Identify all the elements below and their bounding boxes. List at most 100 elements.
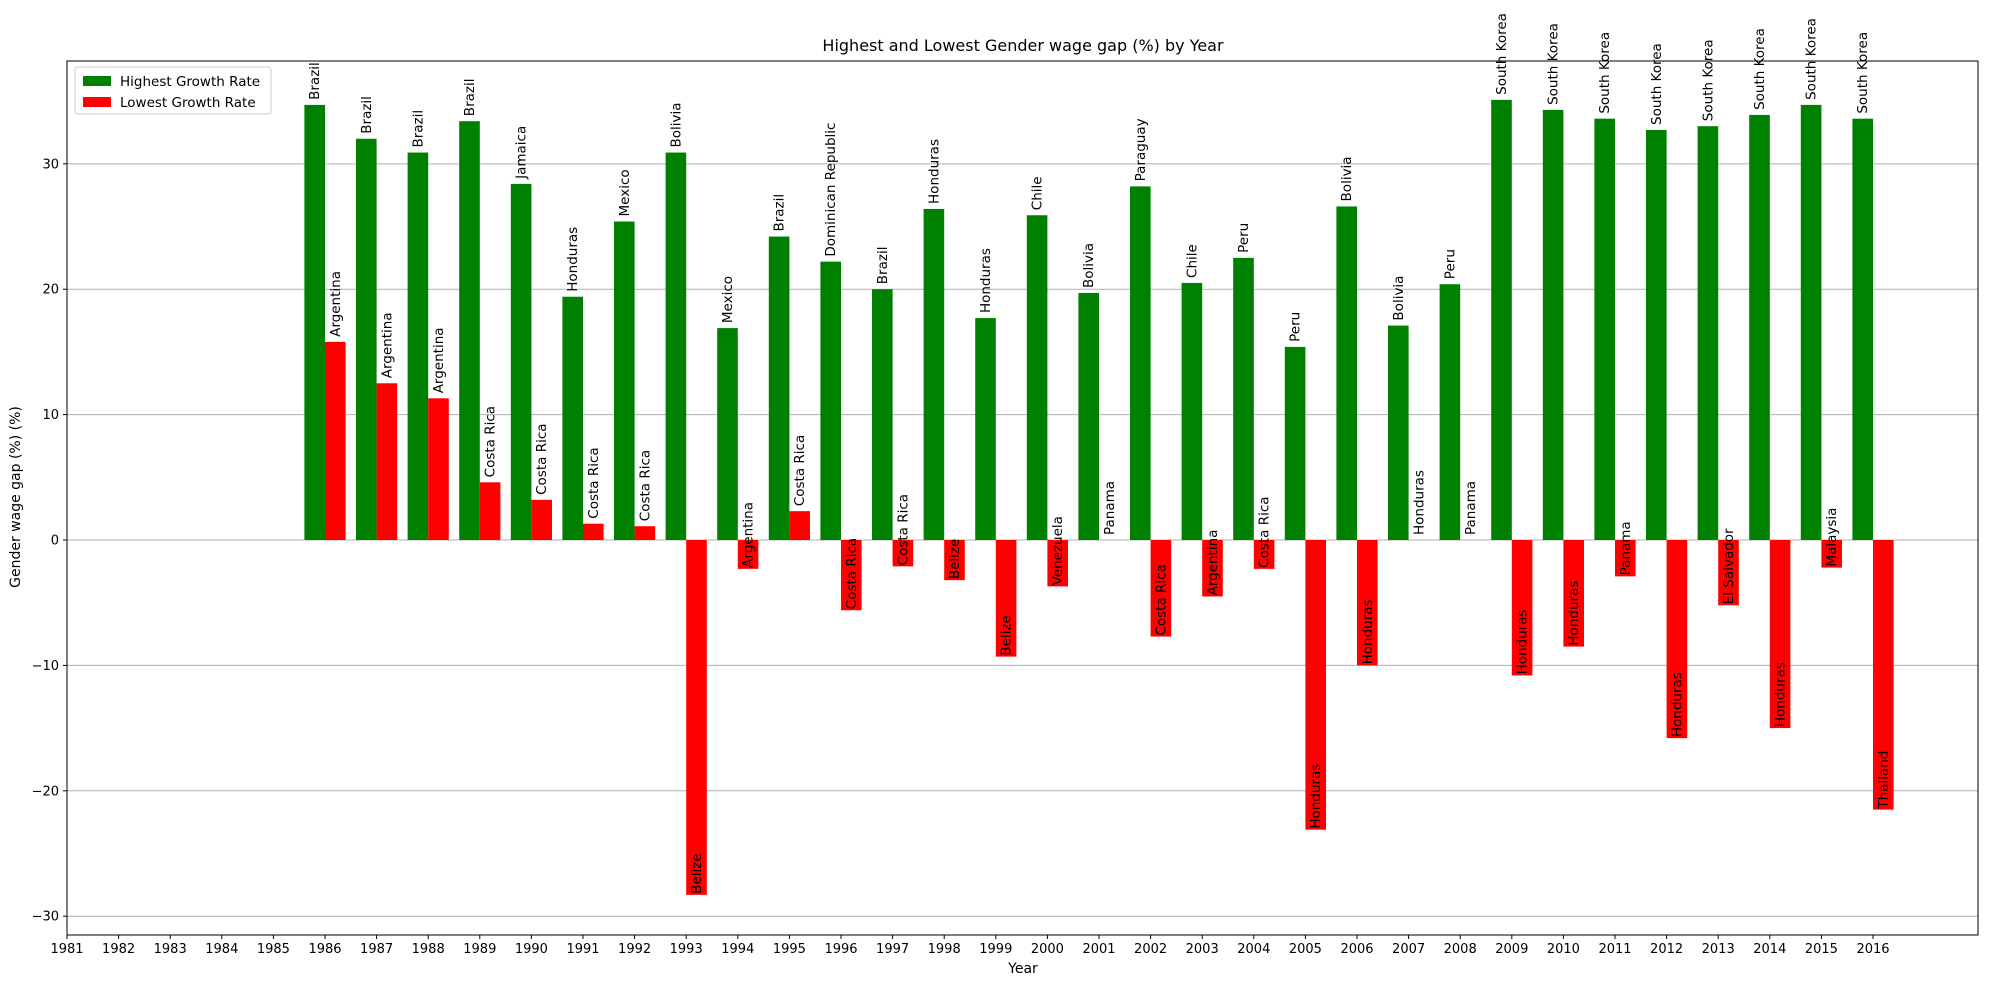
axes: −30 −20 −10 0 10 20 30 1981 1982 1983 1984 1985 1986… (32, 60, 1979, 957)
highest-bar-label: South Korea (1752, 28, 1768, 110)
lowest-bar-label: Costa Rica (586, 447, 602, 518)
x-tick-label: 1986 (308, 942, 341, 957)
highest-bar-label: South Korea (1494, 13, 1510, 95)
x-tick-label: 2011 (1598, 942, 1631, 957)
highest-bar-label: Peru (1288, 312, 1304, 342)
highest-bar-label: South Korea (1597, 32, 1613, 114)
x-tick-label: 1997 (876, 942, 909, 957)
highest-bar-label: Brazil (875, 247, 891, 285)
highest-bar (820, 261, 841, 541)
highest-bar (1439, 284, 1461, 541)
lowest-bar-label: Argentina (431, 327, 447, 393)
highest-bar (872, 289, 893, 541)
lowest-bar-label: Belize (689, 853, 705, 893)
highest-bar-label: Brazil (307, 62, 323, 100)
lowest-bar-label: Costa Rica (1153, 564, 1169, 635)
lowest-bar (1305, 540, 1326, 830)
highest-bar-label: South Korea (1855, 32, 1871, 114)
highest-bar-label: Honduras (565, 227, 581, 292)
lowest-bar (1615, 540, 1636, 577)
bars (304, 99, 1894, 895)
lowest-bar-label: El Salvador (1721, 528, 1737, 604)
lowest-bar-label: Belize (947, 539, 963, 579)
highest-bar-label: Jamaica (514, 126, 530, 180)
lowest-bar-label: Costa Rica (844, 538, 860, 609)
x-tick-label: 1987 (360, 942, 393, 957)
x-tick-label: 2000 (1031, 942, 1064, 957)
highest-bar-label: South Korea (1546, 23, 1562, 105)
x-tick-label: 1983 (154, 942, 187, 957)
legend-box (74, 66, 272, 115)
lowest-bar (1202, 540, 1223, 597)
highest-bar (459, 121, 480, 541)
x-tick-label: 1999 (979, 942, 1012, 957)
highest-bar (1284, 346, 1306, 541)
x-tick-label: 1995 (773, 942, 806, 957)
highest-bar-label: Brazil (772, 194, 788, 232)
x-tick-label: 1990 (515, 942, 548, 957)
lowest-bar-label: Belize (999, 615, 1015, 655)
legend-swatch (83, 97, 111, 107)
highest-bar (1646, 129, 1667, 541)
lowest-bar (428, 398, 449, 541)
highest-bar (356, 138, 377, 541)
highest-bar (1026, 215, 1048, 541)
highest-bar (1336, 206, 1357, 541)
highest-bar-label: Dominican Republic (823, 123, 839, 257)
highest-bar-label: South Korea (1700, 39, 1716, 121)
highest-bar-label: Mexico (720, 276, 736, 323)
lowest-bar (1253, 540, 1275, 569)
x-tick-label: 2001 (1082, 942, 1115, 957)
highest-bar (1852, 118, 1873, 541)
y-axis-label: Gender wage gap (%) (%) (8, 406, 24, 588)
x-tick-label: 2012 (1650, 942, 1683, 957)
highest-bar-label: Brazil (462, 79, 478, 117)
lowest-bar (1769, 540, 1791, 729)
x-tick-label: 1992 (618, 942, 651, 957)
highest-bar (614, 221, 635, 541)
highest-bar (1491, 99, 1512, 541)
lowest-bar (1357, 540, 1378, 666)
lowest-bar-label: Panama (1463, 481, 1479, 535)
lowest-bar (1718, 540, 1739, 606)
lowest-bar (944, 540, 965, 581)
highest-bar (1388, 325, 1409, 541)
highest-bar-label: Honduras (926, 139, 942, 204)
lowest-bar (1821, 540, 1842, 568)
x-tick-label: 2004 (1237, 942, 1270, 957)
lowest-bar (634, 526, 656, 541)
y-tick-label: −30 (32, 910, 59, 925)
highest-bar (1181, 282, 1203, 541)
highest-bar-label: Bolivia (1081, 243, 1097, 288)
lowest-bar-label: Costa Rica (534, 423, 550, 494)
y-tick-label: 0 (51, 534, 59, 549)
lowest-bar (1563, 540, 1584, 647)
highest-bar-label: Chile (1030, 176, 1046, 210)
y-tick-label: −10 (32, 659, 59, 674)
highest-bar-label: Bolivia (1391, 276, 1407, 321)
lowest-bar-label: Costa Rica (792, 435, 808, 506)
highest-bar (562, 296, 583, 541)
highest-bar (407, 152, 429, 541)
gridlines (67, 163, 1978, 917)
lowest-bar (737, 540, 759, 569)
lowest-bar (995, 540, 1017, 657)
highest-bar (1233, 257, 1254, 541)
highest-bar (1542, 109, 1564, 541)
highest-bar (923, 208, 945, 541)
highest-bar-label: Brazil (410, 110, 426, 148)
highest-bar-label: Honduras (978, 248, 994, 313)
lowest-bar (1047, 540, 1068, 587)
lowest-bar-label: Costa Rica (1257, 496, 1273, 567)
highest-bar (975, 318, 996, 541)
lowest-bar-label: Honduras (1669, 672, 1685, 737)
lowest-bar-label: Costa Rica (895, 494, 911, 565)
lowest-bar-label: Venezuela (1050, 516, 1066, 585)
lowest-bar-label: Argentina (741, 502, 757, 568)
x-tick-label: 1984 (205, 942, 238, 957)
x-tick-label: 1996 (824, 942, 857, 957)
y-tick-label: 10 (42, 408, 59, 423)
highest-bar-label: Mexico (617, 169, 633, 216)
lowest-bar-label: Malaysia (1824, 508, 1840, 567)
